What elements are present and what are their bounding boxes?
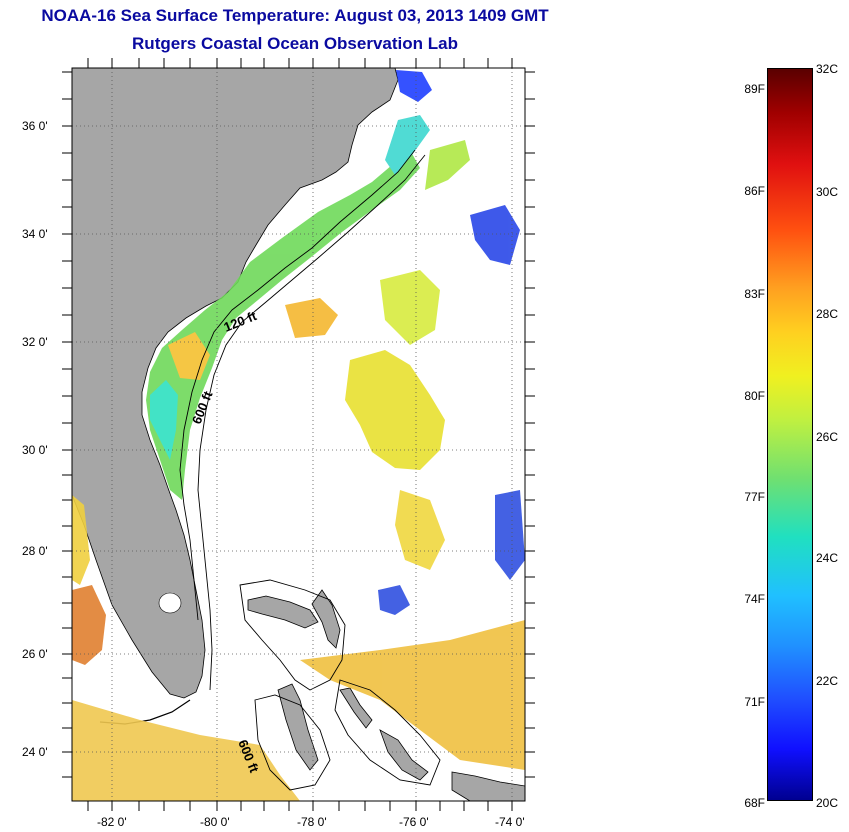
map-subtitle: Rutgers Coastal Ocean Observation Lab bbox=[132, 34, 458, 53]
colorbar-c-28: 28C bbox=[816, 307, 839, 321]
sst-south-speckle bbox=[72, 700, 300, 801]
colorbar-f-83: 83F bbox=[744, 287, 765, 301]
colorbar-c-24: 24C bbox=[816, 551, 839, 565]
colorbar-c-32: 32C bbox=[816, 62, 839, 76]
sst-blue-bahamas bbox=[378, 585, 410, 615]
mainland-landmass bbox=[72, 68, 399, 699]
map-ticks bbox=[62, 58, 535, 811]
sst-shelf-band-green bbox=[146, 150, 420, 500]
sst-yellow-central bbox=[345, 350, 445, 470]
lon-label-76: -76 0' bbox=[399, 815, 429, 829]
lat-label-28: 28 0' bbox=[22, 544, 48, 558]
colorbar-f-68: 68F bbox=[744, 796, 765, 810]
isobath-600ft bbox=[197, 154, 426, 691]
andros-island bbox=[277, 683, 319, 771]
isobath-120ft bbox=[179, 149, 416, 621]
sst-blue-east bbox=[470, 205, 520, 265]
sst-blue-north bbox=[396, 70, 432, 102]
lat-label-26: 26 0' bbox=[22, 647, 48, 661]
map-title: NOAA-16 Sea Surface Temperature: August … bbox=[41, 6, 549, 25]
isobath-bahamas-east bbox=[334, 679, 441, 786]
sst-blue-se bbox=[495, 490, 525, 580]
colorbar-f-89: 89F bbox=[744, 82, 765, 96]
abaco-island bbox=[311, 589, 341, 649]
sst-gulfstream-green bbox=[425, 140, 470, 190]
lon-label-78: -78 0' bbox=[297, 815, 327, 829]
colorbar-c-20: 20C bbox=[816, 796, 839, 810]
colorbar-c-22: 22C bbox=[816, 674, 839, 688]
lat-label-34: 34 0' bbox=[22, 227, 48, 241]
temperature-colorbar bbox=[767, 68, 813, 801]
colorbar-f-80: 80F bbox=[744, 389, 765, 403]
sst-orange-patch bbox=[285, 298, 338, 338]
colorbar-f-71: 71F bbox=[744, 695, 765, 709]
sst-nc-cyan bbox=[385, 115, 430, 175]
sst-bahamas-orange bbox=[300, 620, 525, 770]
grand-bahama bbox=[247, 595, 319, 629]
colorbar-f-86: 86F bbox=[744, 184, 765, 198]
bahamas-shelf-islands bbox=[379, 729, 429, 781]
lat-label-24: 24 0' bbox=[22, 745, 48, 759]
lon-label-82: -82 0' bbox=[97, 815, 127, 829]
lat-label-30: 30 0' bbox=[22, 443, 48, 457]
colorbar-c-30: 30C bbox=[816, 185, 839, 199]
sst-gulf-orange bbox=[72, 585, 106, 665]
isobath-bahamas-south bbox=[254, 694, 331, 791]
cuba-coast bbox=[451, 771, 525, 801]
sst-shelf-band-cyan bbox=[150, 380, 178, 460]
map-frame bbox=[71, 67, 526, 802]
sst-data-overlay bbox=[72, 70, 525, 801]
lon-label-80: -80 0' bbox=[200, 815, 230, 829]
colorbar-c-26: 26C bbox=[816, 430, 839, 444]
lake-okeechobee bbox=[158, 592, 182, 614]
sst-yellow-se bbox=[395, 490, 445, 570]
lat-label-32: 32 0' bbox=[22, 335, 48, 349]
sst-yellow-east bbox=[380, 270, 440, 345]
lat-label-36: 36 0' bbox=[22, 119, 48, 133]
lon-label-74: -74 0' bbox=[495, 815, 525, 829]
sst-map: 120 ft 600 ft 600 ft bbox=[62, 58, 535, 811]
colorbar-f-77: 77F bbox=[744, 490, 765, 504]
colorbar-f-74: 74F bbox=[744, 592, 765, 606]
isobath-bahamas bbox=[239, 579, 346, 691]
sst-gulf-yellow bbox=[72, 495, 90, 585]
